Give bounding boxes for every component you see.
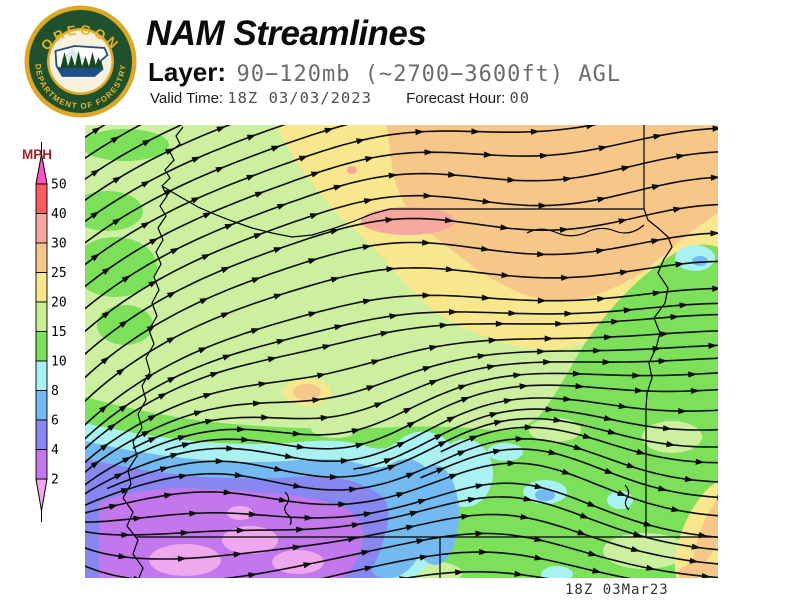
wind-speed-field xyxy=(85,125,718,578)
logo-oregon-emblem xyxy=(54,45,109,77)
odf-logo: OREGON DEPARTMENT OF FORESTRY xyxy=(24,5,137,118)
svg-text:50: 50 xyxy=(51,178,67,193)
layer-value: 90−120mb (~2700−3600ft) AGL xyxy=(236,62,622,87)
svg-text:10: 10 xyxy=(51,355,67,370)
legend-colorbar xyxy=(35,142,48,522)
streamlines xyxy=(85,125,718,578)
map-timestamp: 18Z 03Mar23 xyxy=(565,582,669,598)
streamline-map xyxy=(85,125,718,578)
logo-trees-icon xyxy=(60,51,103,68)
svg-text:2: 2 xyxy=(51,473,59,488)
layer-label: Layer: xyxy=(148,57,227,87)
svg-text:8: 8 xyxy=(51,384,59,399)
legend-tick-labels: 50 40 30 25 20 15 10 8 6 4 2 xyxy=(51,178,67,488)
layer-row: Layer: 90−120mb (~2700−3600ft) AGL xyxy=(148,57,621,88)
svg-text:40: 40 xyxy=(51,207,67,222)
svg-text:25: 25 xyxy=(51,266,67,281)
page-title: NAM Streamlines xyxy=(146,14,427,53)
svg-text:20: 20 xyxy=(51,296,67,311)
svg-text:30: 30 xyxy=(51,237,67,252)
svg-text:15: 15 xyxy=(51,325,67,340)
valid-time-label: Valid Time: xyxy=(150,90,224,107)
legend-units-label: MPH xyxy=(22,147,52,162)
forecast-hour-label: Forecast Hour: xyxy=(406,90,506,107)
forecast-hour-value: 00 xyxy=(509,89,531,107)
wind-speed-legend: MPH 50 40 30 25 20 15 10 8 6 4 2 xyxy=(22,142,67,522)
valid-time-value: 18Z 03/03/2023 xyxy=(227,89,372,107)
svg-text:6: 6 xyxy=(51,414,59,429)
valid-time-row: Valid Time: 18Z 03/03/2023 Forecast Hour… xyxy=(150,89,530,107)
svg-text:4: 4 xyxy=(51,443,59,458)
